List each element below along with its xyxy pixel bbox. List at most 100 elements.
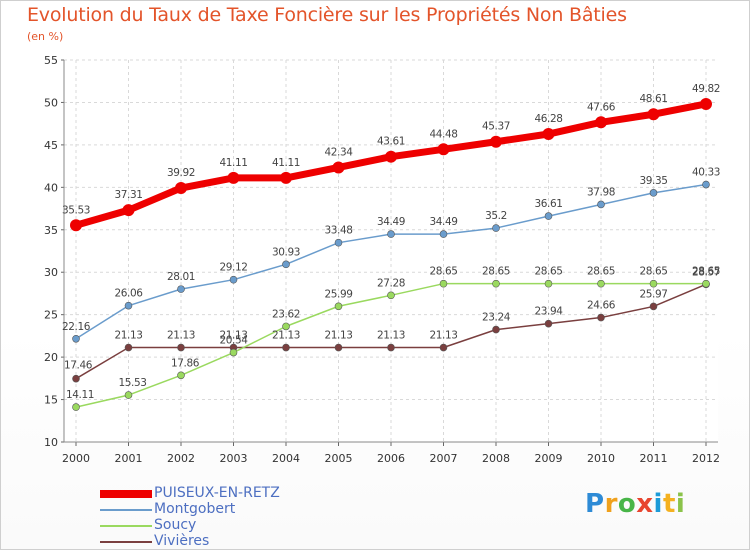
data-point — [282, 343, 290, 352]
data-point — [702, 180, 710, 189]
y-tick-label: 50 — [44, 96, 58, 109]
x-tick-label: 2010 — [587, 452, 615, 465]
data-label: 26.06 — [114, 288, 143, 300]
data-point — [544, 319, 553, 328]
x-tick-label: 2004 — [272, 452, 300, 465]
data-point — [649, 189, 658, 197]
y-tick-label: 55 — [44, 54, 58, 67]
data-point — [702, 279, 710, 288]
legend-swatch — [100, 490, 152, 498]
data-label: 29.12 — [219, 262, 247, 274]
data-label: 37.31 — [114, 189, 142, 201]
data-label: 17.46 — [64, 360, 93, 372]
x-tick-label: 2006 — [377, 452, 405, 465]
y-tick-label: 10 — [44, 436, 58, 449]
data-label: 28.01 — [167, 271, 195, 283]
data-point — [282, 260, 290, 269]
logo-letter: x — [636, 489, 654, 519]
data-label: 17.86 — [171, 357, 200, 369]
data-label: 34.49 — [377, 216, 405, 228]
data-label: 21.13 — [167, 330, 195, 342]
y-tick-label: 45 — [44, 139, 58, 152]
data-point — [492, 279, 500, 288]
data-label: 34.49 — [429, 216, 457, 228]
y-tick-label: 20 — [44, 351, 58, 364]
data-point — [647, 108, 660, 121]
data-point — [72, 334, 80, 343]
data-label: 42.34 — [324, 146, 353, 158]
data-point — [70, 219, 82, 232]
data-label: 36.61 — [534, 198, 562, 210]
data-point — [385, 150, 397, 163]
data-point — [649, 302, 658, 311]
data-point — [439, 230, 448, 238]
y-tick-label: 25 — [44, 309, 58, 322]
data-point — [334, 238, 343, 247]
data-point — [282, 322, 290, 331]
data-point — [177, 343, 185, 352]
data-point — [72, 403, 80, 411]
unit-label: (en %) — [27, 30, 64, 43]
data-label: 25.97 — [639, 288, 667, 300]
legend-swatch — [100, 525, 152, 527]
data-label: 28.57 — [692, 266, 720, 278]
data-point — [387, 230, 395, 238]
data-point — [595, 116, 607, 129]
data-point — [124, 301, 133, 310]
data-label: 40.33 — [692, 167, 720, 179]
data-point — [177, 371, 185, 380]
x-tick-label: 2003 — [220, 452, 248, 465]
data-label: 25.99 — [324, 288, 352, 300]
data-label: 44.48 — [429, 128, 457, 140]
data-label: 28.65 — [639, 266, 667, 278]
data-point — [229, 348, 238, 357]
data-label: 21.13 — [219, 330, 247, 342]
data-label: 35.53 — [62, 204, 90, 216]
data-point — [490, 135, 502, 148]
data-label: 23.24 — [482, 312, 511, 324]
data-label: 35.2 — [485, 210, 507, 222]
proxiti-logo: Proxiti — [585, 489, 685, 519]
data-point — [439, 343, 448, 352]
x-tick-label: 2007 — [430, 452, 458, 465]
data-point — [492, 224, 500, 232]
data-point — [544, 212, 553, 220]
legend-label: Vivières — [154, 533, 210, 549]
data-point — [334, 343, 343, 352]
logo-letter: r — [604, 489, 618, 519]
data-label: 48.61 — [639, 93, 667, 105]
data-label: 28.65 — [429, 266, 457, 278]
data-label: 39.92 — [167, 167, 195, 179]
data-point — [124, 391, 133, 399]
data-label: 21.13 — [429, 330, 457, 342]
data-point — [700, 97, 712, 110]
data-point — [542, 128, 555, 141]
data-label: 33.48 — [324, 225, 352, 237]
data-label: 43.61 — [377, 136, 405, 148]
data-label: 14.11 — [66, 389, 94, 401]
data-point — [280, 171, 292, 184]
data-point — [122, 204, 135, 217]
data-label: 30.93 — [272, 246, 300, 258]
logo-letter: P — [585, 489, 605, 519]
data-label: 45.37 — [482, 121, 510, 133]
data-label: 22.16 — [62, 321, 91, 333]
data-label: 20.54 — [219, 335, 248, 347]
data-label: 15.53 — [118, 377, 146, 389]
data-label: 24.66 — [587, 300, 616, 312]
data-label: 21.13 — [377, 330, 405, 342]
legend-label: PUISEUX-EN-RETZ — [154, 485, 280, 501]
x-tick-label: 2011 — [640, 452, 668, 465]
data-label: 46.28 — [534, 113, 562, 125]
data-label: 21.13 — [114, 330, 142, 342]
data-point — [227, 171, 240, 184]
legend-swatch — [100, 541, 152, 543]
data-point — [387, 343, 395, 352]
data-label: 39.35 — [639, 175, 667, 187]
data-label: 28.65 — [482, 266, 510, 278]
legend-label: Soucy — [154, 517, 197, 533]
data-label: 41.11 — [272, 157, 300, 169]
data-label: 47.66 — [587, 101, 616, 113]
data-point — [437, 143, 450, 156]
